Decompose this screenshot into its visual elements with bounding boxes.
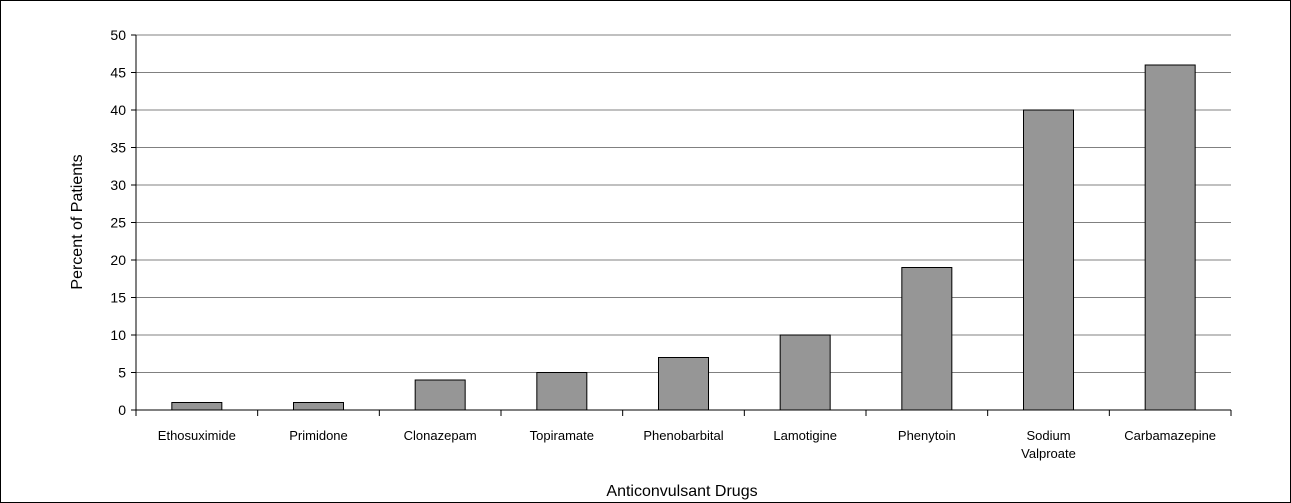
bar <box>536 372 588 411</box>
bar <box>414 379 466 411</box>
y-tick-label: 25 <box>110 215 126 231</box>
y-tick-label: 40 <box>110 102 126 118</box>
axes <box>131 34 1232 416</box>
bar <box>293 402 344 411</box>
bar <box>901 267 953 411</box>
y-tick-label: 10 <box>110 327 126 343</box>
x-tick-label: Topiramate <box>530 428 594 443</box>
y-tick-labels: 0 5 10 15 20 25 30 35 40 45 50 <box>110 27 126 418</box>
bar <box>1144 64 1196 411</box>
x-tick-label: Sodium Valproate <box>1021 428 1076 461</box>
bars <box>171 64 1196 411</box>
bar <box>1023 109 1074 411</box>
bar <box>171 402 223 411</box>
y-tick-label: 5 <box>118 365 126 381</box>
x-tick-label: Carbamazepine <box>1124 428 1216 443</box>
x-tick-label: Phenobarbital <box>643 428 723 443</box>
y-axis-title: Percent of Patients <box>69 154 86 289</box>
y-tick-label: 45 <box>110 65 126 81</box>
x-tick-label: Primidone <box>289 428 348 443</box>
bar <box>658 357 709 411</box>
y-tick-label: 35 <box>110 140 126 156</box>
y-tick-label: 50 <box>110 27 126 43</box>
y-tick-label: 15 <box>110 290 126 306</box>
y-tick-label: 0 <box>118 402 126 418</box>
x-tick-labels: Ethosuximide Primidone Clonazepam Topiramat… <box>158 428 1216 461</box>
x-axis-title: Anticonvulsant Drugs <box>606 483 757 500</box>
x-tick-label: Clonazepam <box>404 428 477 443</box>
bar <box>779 334 831 411</box>
x-tick-label: Ethosuximide <box>158 428 236 443</box>
y-tick-label: 20 <box>110 252 126 268</box>
x-tick-label: Lamotigine <box>773 428 837 443</box>
y-tick-label: 30 <box>110 177 126 193</box>
x-tick-label: Phenytoin <box>898 428 956 443</box>
